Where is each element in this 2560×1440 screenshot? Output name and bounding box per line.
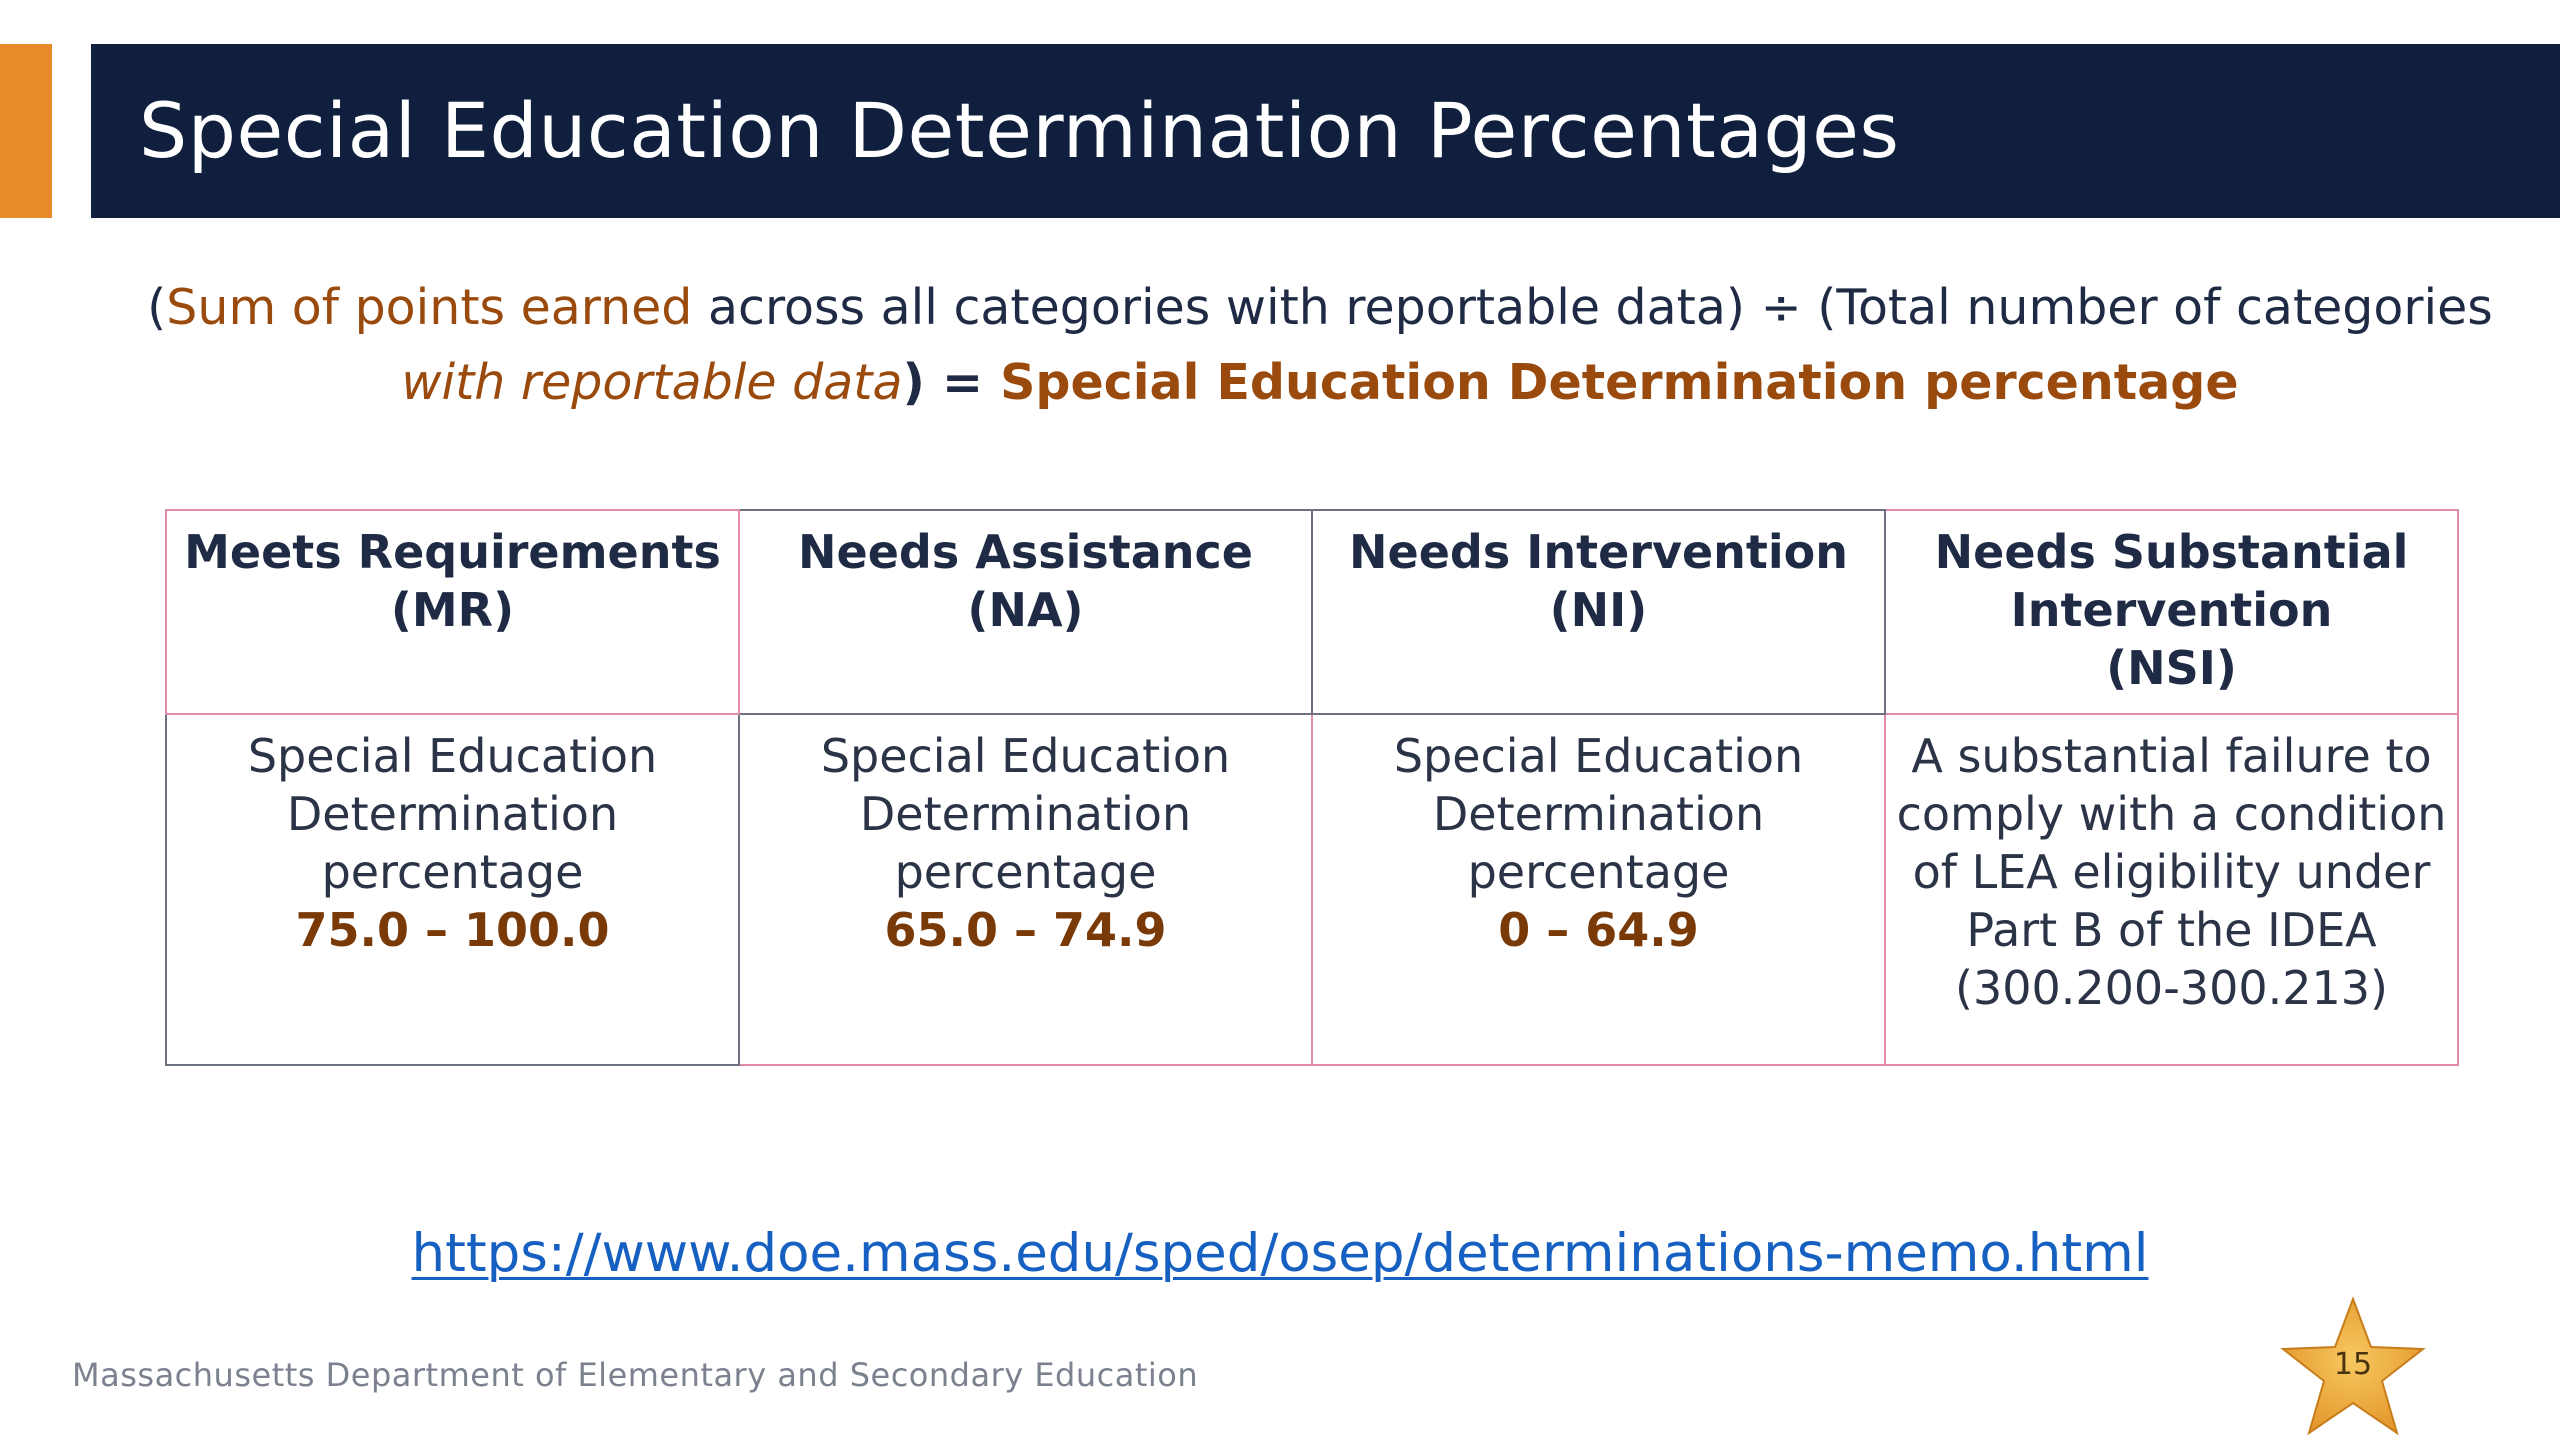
cell-text: percentage xyxy=(1467,845,1730,899)
header-na: Needs Assistance (NA) xyxy=(738,509,1313,715)
cell-text: Determination xyxy=(1432,787,1765,841)
table-row: Special Education Determination percenta… xyxy=(165,713,2459,1066)
cell-nsi: A substantial failure to comply with a c… xyxy=(1884,713,2459,1066)
header-label: Needs Assistance xyxy=(798,525,1253,579)
cell-text: Determination xyxy=(859,787,1192,841)
header-abbrev: (MR) xyxy=(390,583,515,637)
memo-link-container: https://www.doe.mass.edu/sped/osep/deter… xyxy=(0,1214,2560,1294)
formula-text: (Sum of points earned across all categor… xyxy=(140,270,2500,420)
formula-highlight: Sum of points earned xyxy=(166,279,693,336)
range-value: 0 – 64.9 xyxy=(1498,903,1699,957)
cell-text: percentage xyxy=(894,845,1157,899)
cell-na: Special Education Determination percenta… xyxy=(738,713,1313,1066)
header-abbrev: (NA) xyxy=(967,583,1084,637)
header-nsi: Needs Substantial Intervention (NSI) xyxy=(1884,509,2459,715)
cell-text: A substantial failure to xyxy=(1911,729,2432,783)
header-label: Intervention xyxy=(2010,583,2333,637)
cell-text: Determination xyxy=(286,787,619,841)
formula-part: ( xyxy=(147,279,167,336)
cell-text: Part B of the IDEA xyxy=(1966,903,2377,957)
page-number-badge: 15 xyxy=(2278,1295,2428,1440)
formula-highlight: with reportable data xyxy=(401,354,903,411)
range-value: 65.0 – 74.9 xyxy=(884,903,1167,957)
determination-table: Meets Requirements (MR) Needs Assistance… xyxy=(165,509,2459,1066)
cell-text: of LEA eligibility under xyxy=(1912,845,2431,899)
cell-mr: Special Education Determination percenta… xyxy=(165,713,740,1066)
page-number: 15 xyxy=(2333,1347,2373,1382)
formula-result: Special Education Determination percenta… xyxy=(1000,354,2239,411)
header-label: Needs Intervention xyxy=(1349,525,1848,579)
cell-text: Special Education xyxy=(820,729,1231,783)
cell-text: (300.200-300.213) xyxy=(1955,961,2388,1015)
star-icon xyxy=(2280,1296,2426,1436)
cell-text: comply with a condition xyxy=(1896,787,2447,841)
determinations-memo-link[interactable]: https://www.doe.mass.edu/sped/osep/deter… xyxy=(411,1223,2149,1284)
header-abbrev: (NSI) xyxy=(2106,641,2237,695)
header-ni: Needs Intervention (NI) xyxy=(1311,509,1886,715)
page-title: Special Education Determination Percenta… xyxy=(139,86,1900,175)
range-value: 75.0 – 100.0 xyxy=(295,903,610,957)
header-mr: Meets Requirements (MR) xyxy=(165,509,740,715)
cell-text: percentage xyxy=(321,845,584,899)
formula-part: ) = xyxy=(902,354,1001,411)
accent-bar xyxy=(0,44,52,218)
formula-part: across all categories with reportable da… xyxy=(692,279,2493,336)
cell-text: Special Education xyxy=(247,729,658,783)
cell-text: Special Education xyxy=(1393,729,1804,783)
header-label: Meets Requirements xyxy=(184,525,721,579)
table-header-row: Meets Requirements (MR) Needs Assistance… xyxy=(165,509,2459,715)
footer-text: Massachusetts Department of Elementary a… xyxy=(72,1356,1199,1394)
header-label: Needs Substantial xyxy=(1934,525,2409,579)
cell-ni: Special Education Determination percenta… xyxy=(1311,713,1886,1066)
title-bar: Special Education Determination Percenta… xyxy=(91,44,2560,218)
header-abbrev: (NI) xyxy=(1549,583,1648,637)
